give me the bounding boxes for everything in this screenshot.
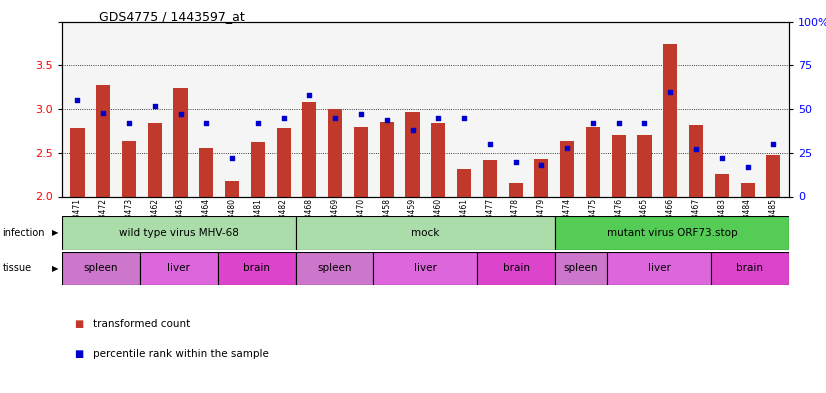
Text: brain: brain: [737, 263, 763, 273]
Point: [534, 162, 548, 168]
Bar: [711, 252, 789, 285]
Bar: [380, 122, 394, 196]
Text: ■: ■: [74, 349, 83, 359]
Point: [483, 141, 496, 147]
Point: [97, 109, 110, 116]
Bar: [302, 102, 316, 196]
Text: wild type virus MHV-68: wild type virus MHV-68: [119, 228, 239, 238]
Text: infection: infection: [2, 228, 45, 238]
Text: spleen: spleen: [564, 263, 598, 273]
Point: [71, 97, 84, 103]
Text: percentile rank within the sample: percentile rank within the sample: [93, 349, 268, 359]
Text: ■: ■: [74, 319, 83, 329]
Bar: [296, 252, 373, 285]
Bar: [96, 84, 111, 196]
Point: [174, 111, 188, 118]
Bar: [354, 127, 368, 196]
Text: GDS4775 / 1443597_at: GDS4775 / 1443597_at: [99, 10, 244, 23]
Bar: [225, 181, 240, 196]
Bar: [431, 123, 445, 196]
Point: [458, 115, 471, 121]
Point: [329, 115, 342, 121]
Bar: [740, 184, 755, 196]
Point: [690, 146, 703, 152]
Point: [277, 115, 290, 121]
Bar: [477, 252, 555, 285]
Bar: [638, 135, 652, 196]
Bar: [457, 169, 471, 196]
Bar: [296, 216, 555, 250]
Text: spleen: spleen: [83, 263, 118, 273]
Bar: [62, 252, 140, 285]
Bar: [218, 252, 296, 285]
Point: [354, 111, 368, 118]
Bar: [586, 127, 600, 196]
Point: [148, 103, 161, 109]
Text: ▶: ▶: [52, 264, 59, 273]
Text: liver: liver: [414, 263, 437, 273]
Bar: [555, 216, 789, 250]
Point: [767, 141, 780, 147]
Bar: [328, 109, 342, 196]
Point: [225, 155, 239, 161]
Bar: [663, 44, 677, 196]
Point: [200, 120, 213, 126]
Point: [406, 127, 419, 133]
Bar: [555, 252, 607, 285]
Bar: [173, 88, 188, 196]
Text: liver: liver: [648, 263, 671, 273]
Point: [432, 115, 445, 121]
Point: [509, 158, 522, 165]
Text: mock: mock: [411, 228, 439, 238]
Bar: [689, 125, 703, 196]
Point: [303, 92, 316, 98]
Point: [638, 120, 651, 126]
Point: [586, 120, 600, 126]
Point: [741, 163, 754, 170]
Point: [663, 88, 676, 95]
Bar: [607, 252, 711, 285]
Point: [715, 155, 729, 161]
Text: brain: brain: [243, 263, 270, 273]
Bar: [611, 135, 626, 196]
Text: liver: liver: [168, 263, 190, 273]
Bar: [122, 141, 136, 196]
Text: ▶: ▶: [52, 228, 59, 237]
Bar: [482, 160, 497, 196]
Text: mutant virus ORF73.stop: mutant virus ORF73.stop: [607, 228, 738, 238]
Bar: [148, 123, 162, 196]
Point: [122, 120, 135, 126]
Point: [380, 116, 393, 123]
Bar: [767, 154, 781, 196]
Bar: [406, 112, 420, 196]
Bar: [534, 159, 548, 196]
Text: transformed count: transformed count: [93, 319, 190, 329]
Bar: [62, 216, 296, 250]
Bar: [509, 184, 523, 196]
Bar: [560, 141, 574, 196]
Text: tissue: tissue: [2, 263, 31, 273]
Point: [251, 120, 264, 126]
Text: spleen: spleen: [317, 263, 352, 273]
Point: [561, 144, 574, 151]
Bar: [373, 252, 477, 285]
Bar: [199, 147, 213, 196]
Bar: [714, 174, 729, 196]
Bar: [140, 252, 218, 285]
Point: [612, 120, 625, 126]
Bar: [251, 142, 265, 196]
Text: brain: brain: [503, 263, 529, 273]
Bar: [277, 128, 291, 196]
Bar: [70, 128, 84, 196]
